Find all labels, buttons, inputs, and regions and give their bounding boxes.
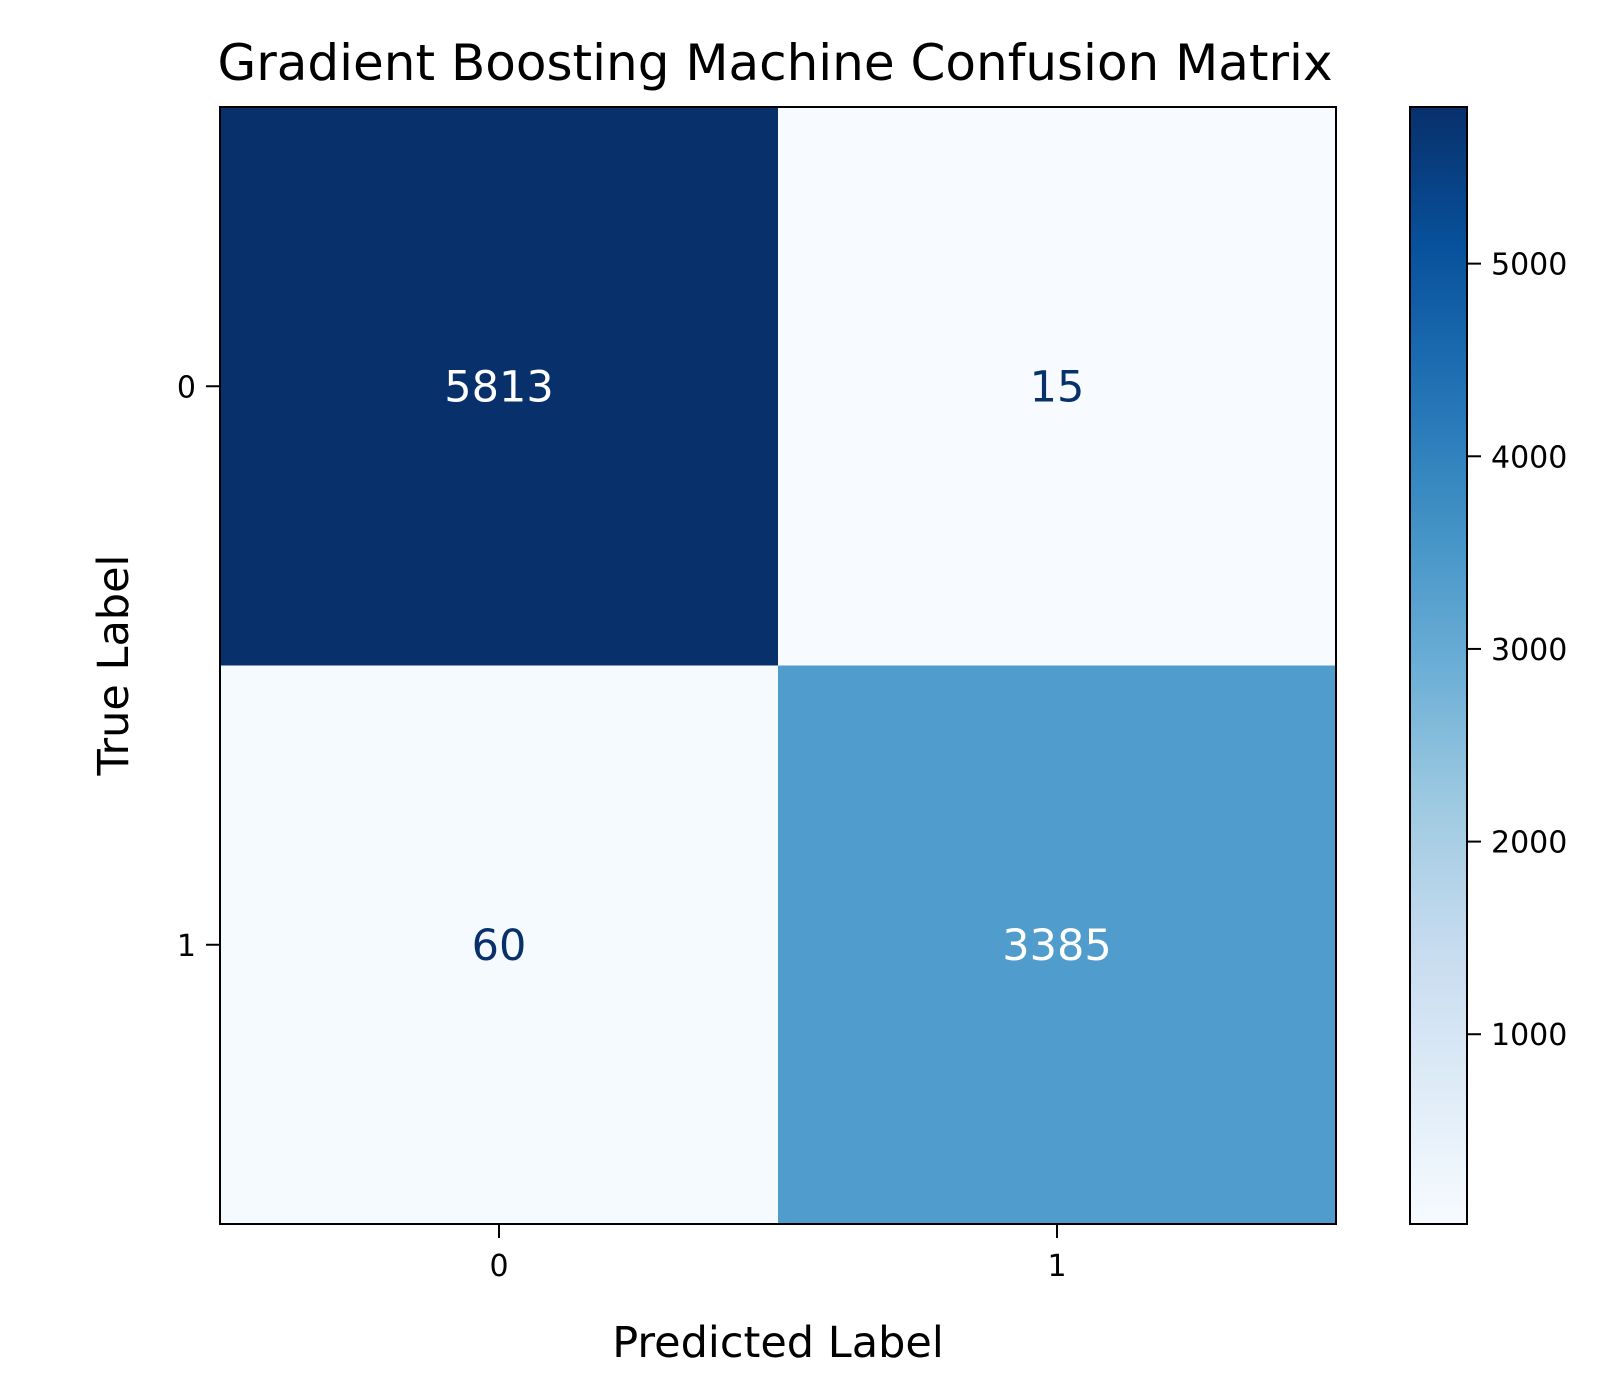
x-axis-label: Predicted Label — [612, 1318, 944, 1368]
y-tick-label: 0 — [177, 370, 196, 405]
colorbar — [1409, 106, 1468, 1225]
cell-value-labels: 5813 15 60 3385 — [444, 362, 1111, 971]
colorbar-tick-label: 4000 — [1491, 440, 1567, 475]
heatmap-cell-1-1 — [778, 665, 1337, 1225]
heatmap-cell-0-0 — [220, 107, 779, 666]
colorbar-tick-label: 1000 — [1491, 1018, 1567, 1053]
y-tick-label: 1 — [177, 929, 196, 964]
plot-frame — [219, 106, 1337, 1225]
x-tick-label: 0 — [489, 1249, 508, 1284]
heatmap-cells — [220, 107, 1337, 1225]
colorbar-ticks: 1000 2000 3000 4000 5000 — [1467, 248, 1567, 1053]
y-axis-label: True Label — [89, 554, 139, 776]
heatmap-cell-1-0 — [220, 665, 779, 1225]
colorbar-tick-label: 2000 — [1491, 826, 1567, 861]
y-axis-ticks: 01 — [177, 370, 220, 964]
x-tick-label: 1 — [1047, 1249, 1066, 1284]
heatmap-cell-0-1 — [778, 107, 1337, 666]
cell-value-1-0: 60 — [472, 921, 527, 971]
cell-value-0-1: 15 — [1030, 362, 1085, 412]
cell-value-1-1: 3385 — [1002, 921, 1111, 971]
colorbar-tick-label: 5000 — [1491, 248, 1567, 283]
chart-title: Gradient Boosting Machine Confusion Matr… — [217, 34, 1332, 92]
colorbar-tick-label: 3000 — [1491, 633, 1567, 668]
cell-value-0-0: 5813 — [444, 362, 553, 412]
